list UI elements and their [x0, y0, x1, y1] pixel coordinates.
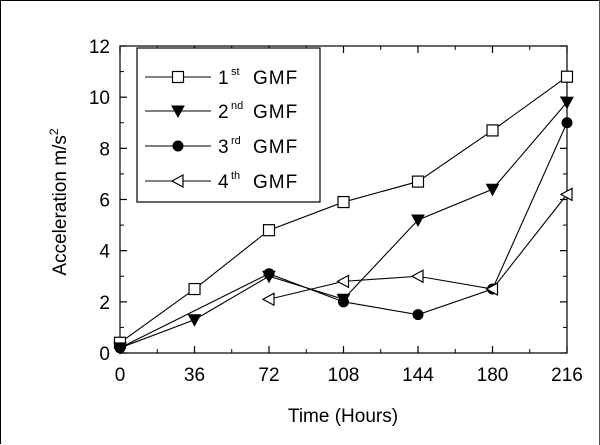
legend-suffix: rd	[231, 135, 241, 147]
x-tick-label: 0	[115, 365, 126, 386]
down-triangle-marker	[411, 214, 425, 228]
square-marker	[337, 195, 350, 209]
left-triangle-marker	[170, 173, 184, 189]
y-tick-label: 2	[99, 293, 110, 314]
y-axis-title: Acceleration m/s2	[47, 128, 71, 275]
legend-label: GMF	[253, 102, 298, 123]
legend-ordinal: 3	[218, 137, 229, 158]
x-tick-label: 72	[258, 365, 279, 386]
series-line	[119, 122, 568, 349]
legend-ordinal: 4	[218, 172, 229, 193]
circle-marker	[338, 296, 349, 308]
x-tick-label: 216	[551, 365, 583, 386]
legend-suffix: th	[231, 170, 240, 182]
y-tick-label: 10	[89, 88, 110, 109]
circle-marker	[263, 268, 275, 280]
left-triangle-marker	[336, 274, 350, 289]
circle-marker	[172, 140, 184, 152]
left-triangle-marker	[410, 269, 424, 284]
x-tick-label: 108	[328, 365, 360, 386]
left-triangle-marker	[261, 292, 275, 307]
square-marker	[188, 282, 201, 296]
x-tick-label: 180	[477, 365, 509, 386]
x-tick-label: 36	[184, 365, 205, 386]
square-marker	[171, 70, 185, 84]
down-triangle-marker	[171, 105, 185, 119]
series-3	[114, 117, 573, 354]
square-marker	[560, 70, 574, 83]
legend-label: GMF	[253, 137, 298, 158]
legend-box	[136, 47, 321, 203]
y-tick-label: 12	[89, 37, 110, 58]
y-tick-label: 4	[99, 242, 110, 263]
series-line	[268, 194, 568, 300]
legend-label: GMF	[253, 172, 298, 193]
series-layer	[113, 70, 574, 355]
circle-marker	[561, 117, 573, 129]
down-triangle-marker	[485, 183, 500, 197]
square-marker	[486, 124, 499, 137]
y-axis-title-text: Acceleration m/s	[50, 135, 71, 275]
y-tick-label: 6	[99, 191, 110, 212]
legend-suffix: st	[231, 66, 240, 78]
down-triangle-marker	[560, 96, 574, 110]
y-tick-label: 0	[99, 344, 110, 365]
legend-ordinal: 1	[218, 68, 229, 89]
square-marker	[262, 224, 276, 237]
circle-marker	[412, 309, 424, 321]
y-axis-title-superscript: 2	[47, 128, 61, 135]
x-tick-label: 144	[402, 365, 434, 386]
square-marker	[411, 175, 425, 188]
legend-ordinal: 2	[218, 102, 229, 123]
y-tick-label: 8	[99, 139, 110, 160]
down-triangle-marker	[187, 314, 202, 327]
left-triangle-marker	[485, 282, 499, 297]
legend-suffix: nd	[231, 100, 243, 112]
circle-marker	[114, 342, 126, 354]
left-triangle-marker	[559, 187, 573, 202]
legend-label: GMF	[253, 68, 298, 89]
x-axis-title: Time (Hours)	[288, 406, 398, 427]
series-4	[261, 187, 573, 307]
